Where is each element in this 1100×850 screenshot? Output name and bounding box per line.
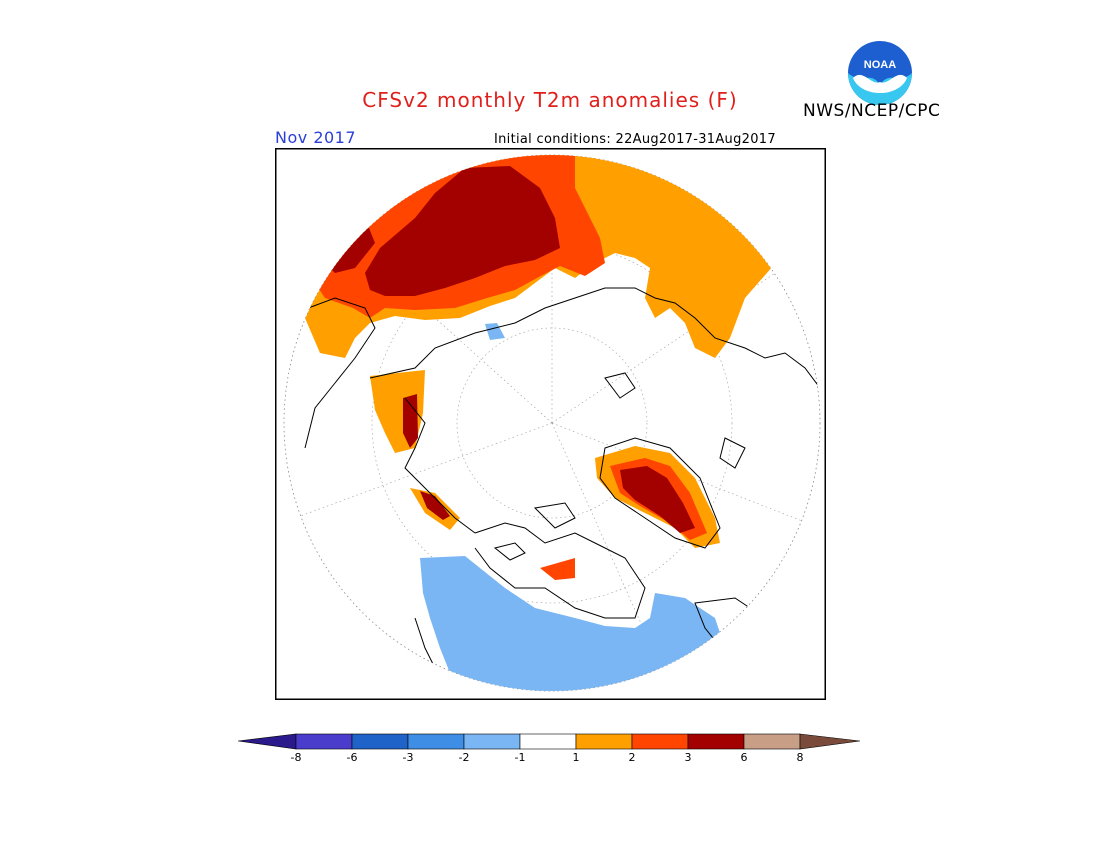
coastlines [294,287,820,691]
colorbar-segment-neg6-neg3 [351,733,409,750]
anomaly-region-red-hudson [540,558,575,580]
agency-label: NWS/NCEP/CPC [803,101,941,121]
colorbar-label: 1 [572,751,580,764]
noaa-logo-text: NOAA [864,59,896,71]
colorbar-segment-pos1-pos2 [575,733,633,750]
colorbar-segment-neg3-neg2 [407,733,465,750]
anomaly-region-darkred-europe [403,394,418,448]
polar-map [275,148,826,700]
anomaly-region-blue-north-america [420,556,725,691]
colorbar [238,733,861,750]
colorbar-segment-pos2-pos3 [631,733,689,750]
colorbar-segment-pos3-pos6 [687,733,745,750]
globe-outline [283,154,821,692]
colorbar-label: -8 [290,751,302,764]
anomaly-region-darkred-siberia [365,166,560,296]
anomaly-region-darkred-greenland [620,466,695,533]
colorbar-label: 3 [684,751,692,764]
colorbar-segment-lt-neg8 [238,733,297,750]
noaa-logo: NOAA [848,41,912,105]
valid-month: Nov 2017 [275,128,357,147]
initial-conditions: Initial conditions: 22Aug2017-31Aug2017 [494,132,776,147]
colorbar-label: 8 [796,751,804,764]
map-title: CFSv2 monthly T2m anomalies (F) [362,88,738,112]
anomaly-region-blue-east-europe [485,323,505,340]
colorbar-segment-neg8-neg6 [295,733,353,750]
colorbar-label: -6 [346,751,358,764]
colorbar-segment-neg1-pos1 [519,733,577,750]
colorbar-segment-pos6-pos8 [743,733,801,750]
colorbar-label: 6 [740,751,748,764]
colorbar-label: -2 [458,751,470,764]
colorbar-segment-neg2-neg1 [463,733,521,750]
colorbar-segment-gt-pos8 [799,733,861,750]
colorbar-label: 2 [628,751,636,764]
colorbar-label: -1 [514,751,526,764]
anomaly-region-darkred-alaska [420,491,450,520]
colorbar-label: -3 [402,751,414,764]
